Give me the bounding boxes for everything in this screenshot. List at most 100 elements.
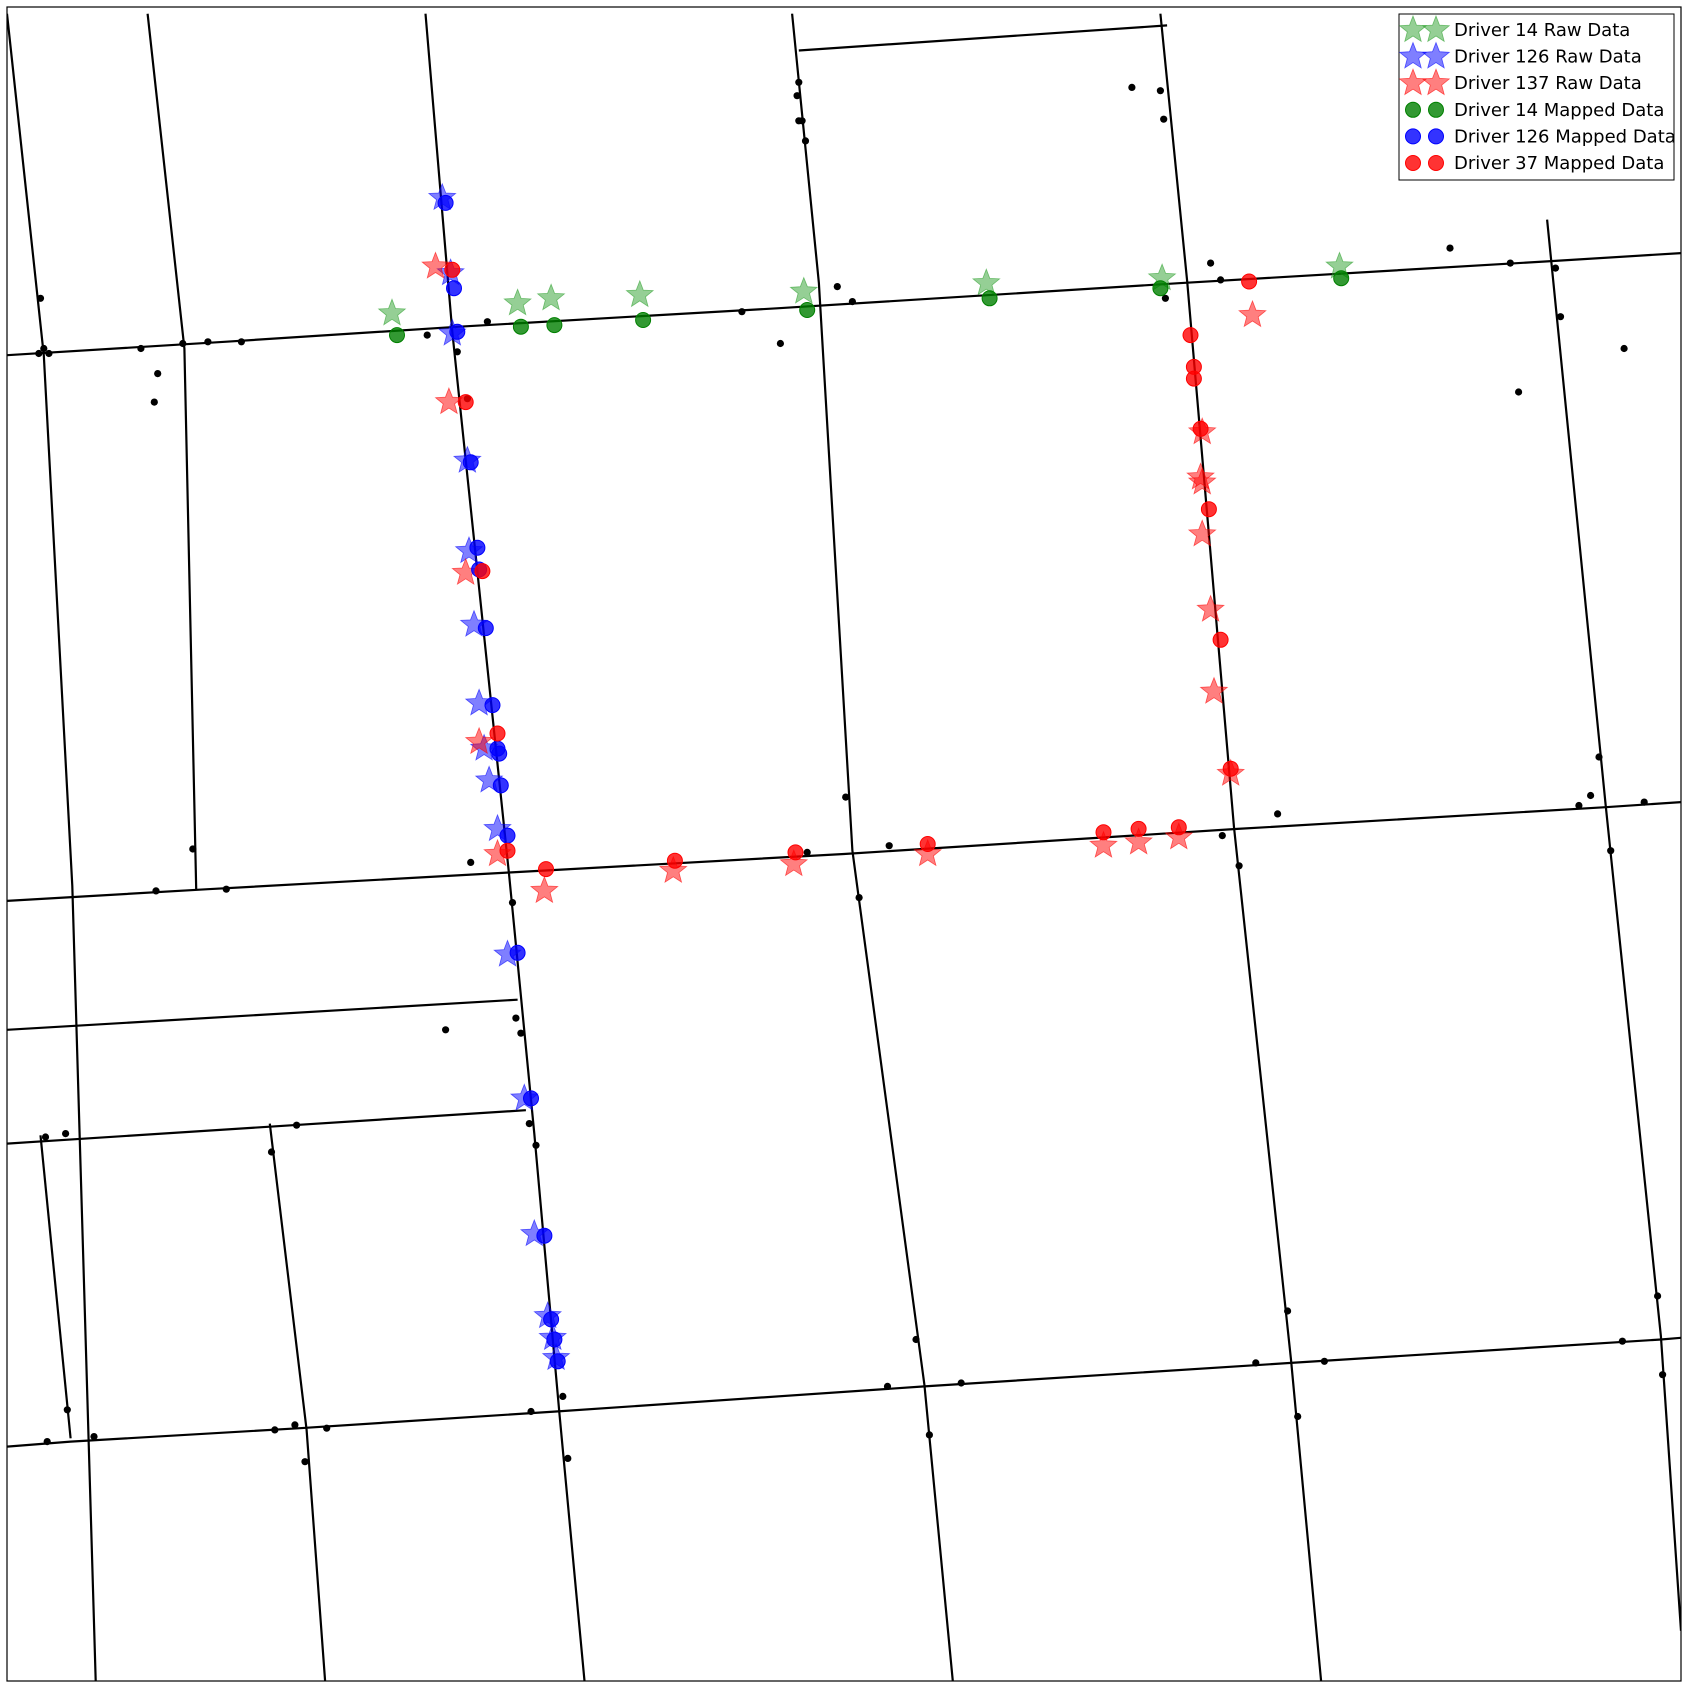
road-node xyxy=(1207,259,1215,267)
legend-marker-star xyxy=(1421,41,1451,69)
road-node xyxy=(301,1458,309,1466)
mapped-point-circle xyxy=(981,290,998,307)
road-node xyxy=(842,793,850,801)
mapped-point-circle xyxy=(509,944,526,961)
road-node xyxy=(137,344,145,353)
raw-point-star xyxy=(1238,299,1267,328)
road-node xyxy=(1218,832,1226,840)
road-node xyxy=(532,1141,540,1149)
road-node xyxy=(1659,1371,1667,1379)
road-node xyxy=(41,1133,50,1141)
road-node xyxy=(1160,115,1168,123)
mapped-point-circle xyxy=(437,194,454,211)
mapped-point-circle xyxy=(1192,420,1209,437)
road-node xyxy=(1620,344,1628,353)
road-node xyxy=(883,1382,892,1390)
mapped-point-circle xyxy=(499,842,516,859)
road-node xyxy=(1284,1307,1292,1315)
plot-frame xyxy=(6,6,1682,1682)
legend-marker-circle xyxy=(1405,101,1421,118)
road-segment xyxy=(791,13,954,1681)
road-node xyxy=(508,899,517,907)
raw-point-star xyxy=(1196,594,1225,622)
raw-point-star xyxy=(464,726,494,755)
raw-point-star xyxy=(1186,462,1215,490)
road-segment xyxy=(7,998,518,1031)
legend-marker-circle xyxy=(1428,155,1444,171)
road-node xyxy=(43,1438,51,1446)
road-node xyxy=(738,308,746,316)
legend-entry: Driver 14 Raw Data xyxy=(1398,14,1630,43)
series-driver-14-mapped-data xyxy=(389,270,1350,344)
mapped-point-circle xyxy=(536,1227,553,1244)
raw-point-star xyxy=(779,848,809,877)
mapped-point-circle xyxy=(492,777,509,794)
raw-point-star xyxy=(1164,822,1194,850)
legend-marker-circle xyxy=(1405,155,1421,171)
raw-point-star xyxy=(529,875,559,904)
road-node xyxy=(45,349,53,358)
series-driver-14-raw-data xyxy=(377,251,1354,326)
raw-point-star xyxy=(503,288,532,316)
road-node xyxy=(803,848,811,857)
road-segment xyxy=(7,13,97,1681)
road-node xyxy=(1587,791,1595,800)
road-node xyxy=(63,1406,71,1414)
legend-label: Driver 126 Mapped Data xyxy=(1454,126,1676,147)
mapped-point-circle xyxy=(635,312,652,328)
road-node xyxy=(1446,244,1454,252)
road-node xyxy=(423,331,431,339)
mapped-point-circle xyxy=(462,454,479,471)
road-segment xyxy=(1546,219,1681,1631)
road-node xyxy=(36,294,45,302)
raw-point-star xyxy=(1199,676,1229,704)
mapped-point-circle xyxy=(543,1311,560,1328)
road-node xyxy=(1156,87,1164,95)
mapped-point-circle xyxy=(477,620,494,637)
road-node xyxy=(1654,1292,1662,1300)
road-node xyxy=(885,842,893,850)
road-node xyxy=(525,1120,533,1128)
road-segment xyxy=(7,1336,1681,1448)
mapped-point-circle xyxy=(491,745,508,762)
road-node xyxy=(442,1026,450,1034)
road-segment xyxy=(1159,13,1323,1681)
mapped-point-circle xyxy=(457,394,474,411)
road-node xyxy=(1618,1337,1626,1345)
road-node xyxy=(1217,276,1225,284)
road-node xyxy=(222,885,230,893)
mapped-point-circle xyxy=(449,323,466,340)
raw-point-star xyxy=(421,251,450,279)
road-node xyxy=(1294,1412,1302,1421)
road-node xyxy=(204,338,212,346)
mapped-point-circle xyxy=(1095,824,1112,841)
road-node xyxy=(559,1392,567,1400)
road-node xyxy=(1320,1357,1328,1365)
road-node xyxy=(527,1407,535,1416)
road-node xyxy=(793,92,801,100)
road-node xyxy=(795,117,803,125)
raw-point-star xyxy=(536,283,566,311)
raw-point-star xyxy=(1187,519,1217,547)
legend-box xyxy=(1398,13,1675,181)
raw-point-star xyxy=(483,813,512,842)
road-node xyxy=(40,344,48,353)
legend-entry: Driver 37 Mapped Data xyxy=(1405,153,1664,174)
mapped-point-circle xyxy=(523,1090,539,1107)
road-node xyxy=(1161,294,1169,302)
raw-point-star xyxy=(971,268,1001,296)
mapped-point-circle xyxy=(546,317,563,334)
road-node xyxy=(293,1121,301,1129)
mapped-point-circle xyxy=(546,1331,563,1348)
road-segment xyxy=(798,24,1168,52)
legend-entry: Driver 126 Mapped Data xyxy=(1405,126,1676,147)
road-node xyxy=(237,338,245,346)
mapped-point-circle xyxy=(484,697,501,714)
road-node xyxy=(453,348,461,356)
mapped-point-circle xyxy=(1185,370,1202,387)
mapped-point-circle xyxy=(1333,270,1350,287)
legend-marker-star xyxy=(1421,14,1451,43)
legend-label: Driver 126 Raw Data xyxy=(1454,47,1642,68)
legend-label: Driver 137 Raw Data xyxy=(1454,73,1642,94)
